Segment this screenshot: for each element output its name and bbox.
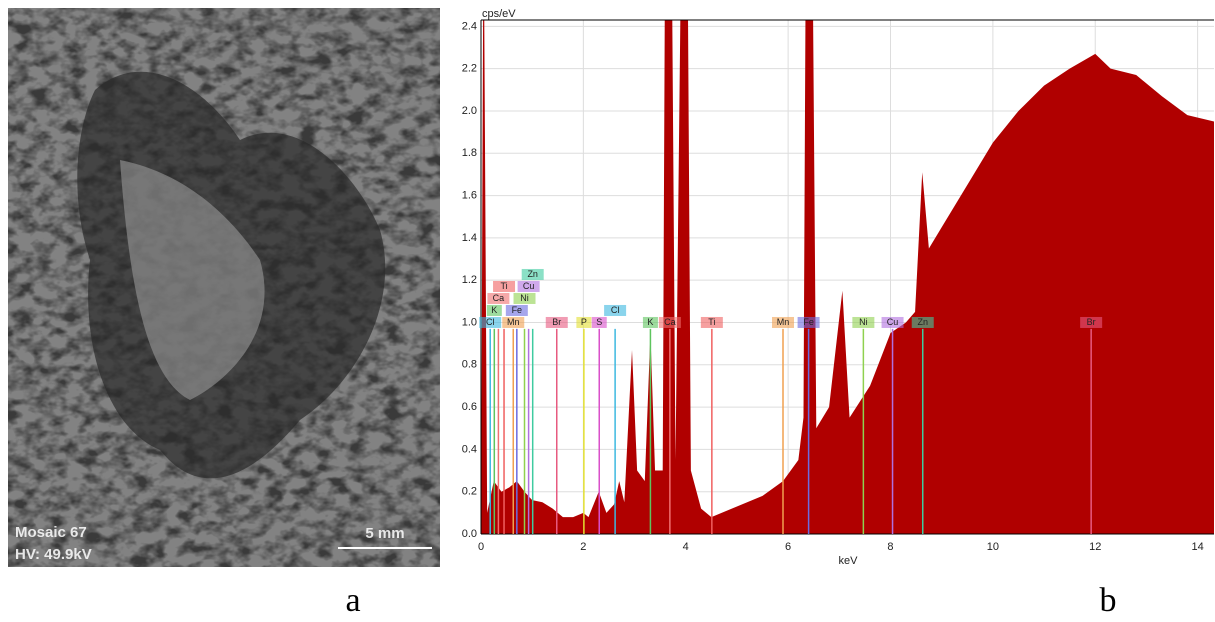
element-label: Ca bbox=[664, 317, 676, 327]
element-label: Br bbox=[552, 317, 561, 327]
x-tick-label: 10 bbox=[987, 541, 999, 553]
element-tag bbox=[576, 316, 592, 328]
element-label: Ti bbox=[708, 317, 715, 327]
y-axis-label: cps/eV bbox=[482, 8, 516, 20]
y-tick-label: 2.0 bbox=[462, 105, 477, 117]
x-tick-label: 2 bbox=[580, 541, 586, 553]
element-label: Ti bbox=[500, 281, 507, 291]
element-tag bbox=[772, 316, 795, 328]
y-tick-label: 1.6 bbox=[462, 189, 477, 201]
element-tag bbox=[1080, 316, 1103, 328]
element-label: Mn bbox=[507, 317, 520, 327]
y-tick-label: 1.4 bbox=[462, 232, 477, 244]
element-label: Zn bbox=[527, 269, 538, 279]
element-label: S bbox=[596, 317, 602, 327]
y-tick-label: 2.4 bbox=[462, 20, 477, 32]
scale-label: 5 mm bbox=[365, 525, 404, 542]
x-tick-label: 8 bbox=[887, 541, 893, 553]
x-tick-label: 12 bbox=[1089, 541, 1101, 553]
element-tag bbox=[545, 316, 568, 328]
element-label: P bbox=[581, 317, 587, 327]
element-label: Cl bbox=[611, 305, 620, 315]
spectrum-area bbox=[481, 20, 1214, 534]
element-label: K bbox=[491, 305, 497, 315]
element-label: Ca bbox=[493, 293, 505, 303]
y-tick-label: 0.4 bbox=[462, 443, 477, 455]
element-tag bbox=[700, 316, 723, 328]
element-label: Ni bbox=[520, 293, 529, 303]
element-tag bbox=[658, 316, 681, 328]
element-tag bbox=[521, 268, 544, 280]
element-tag bbox=[493, 280, 516, 292]
caption: a bbox=[345, 582, 360, 617]
x-tick-label: 0 bbox=[478, 541, 484, 553]
element-tag bbox=[502, 316, 525, 328]
element-tag bbox=[505, 304, 528, 316]
element-label: Zn bbox=[917, 317, 928, 327]
element-tag bbox=[881, 316, 904, 328]
element-tag bbox=[604, 304, 627, 316]
overlay-text: Mosaic 67 bbox=[15, 524, 87, 541]
element-tag bbox=[797, 316, 820, 328]
x-tick-label: 6 bbox=[785, 541, 791, 553]
y-tick-label: 0.8 bbox=[462, 359, 477, 371]
sem-image: Mosaic 67 HV: 49.9kV 5 mm bbox=[8, 8, 440, 567]
element-tag bbox=[911, 316, 934, 328]
element-label: Cl bbox=[486, 317, 495, 327]
element-tag bbox=[479, 316, 502, 328]
element-label: K bbox=[647, 317, 653, 327]
element-label: Br bbox=[1087, 317, 1096, 327]
y-tick-label: 1.2 bbox=[462, 274, 477, 286]
element-tag bbox=[852, 316, 875, 328]
element-tag bbox=[486, 304, 502, 316]
element-tag bbox=[517, 280, 540, 292]
y-tick-label: 0.0 bbox=[462, 528, 477, 540]
y-tick-label: 0.6 bbox=[462, 401, 477, 413]
element-label: Mn bbox=[777, 317, 790, 327]
x-tick-label: 4 bbox=[683, 541, 689, 553]
overlay-text: HV: 49.9kV bbox=[15, 546, 92, 563]
element-label: Cu bbox=[523, 281, 535, 291]
caption: b bbox=[1100, 582, 1117, 617]
y-tick-label: 2.2 bbox=[462, 63, 477, 75]
x-axis-label: keV bbox=[839, 555, 859, 567]
element-label: Fe bbox=[512, 305, 523, 315]
y-tick-label: 1.8 bbox=[462, 147, 477, 159]
y-tick-label: 0.2 bbox=[462, 486, 477, 498]
x-tick-label: 14 bbox=[1191, 541, 1203, 553]
element-tag bbox=[591, 316, 607, 328]
element-label: Ni bbox=[859, 317, 868, 327]
element-tag bbox=[513, 292, 536, 304]
element-label: Cu bbox=[887, 317, 899, 327]
element-tag bbox=[642, 316, 658, 328]
element-tag bbox=[487, 292, 510, 304]
y-tick-label: 1.0 bbox=[462, 316, 477, 328]
element-label: Fe bbox=[803, 317, 814, 327]
plot-clip bbox=[481, 20, 1214, 534]
